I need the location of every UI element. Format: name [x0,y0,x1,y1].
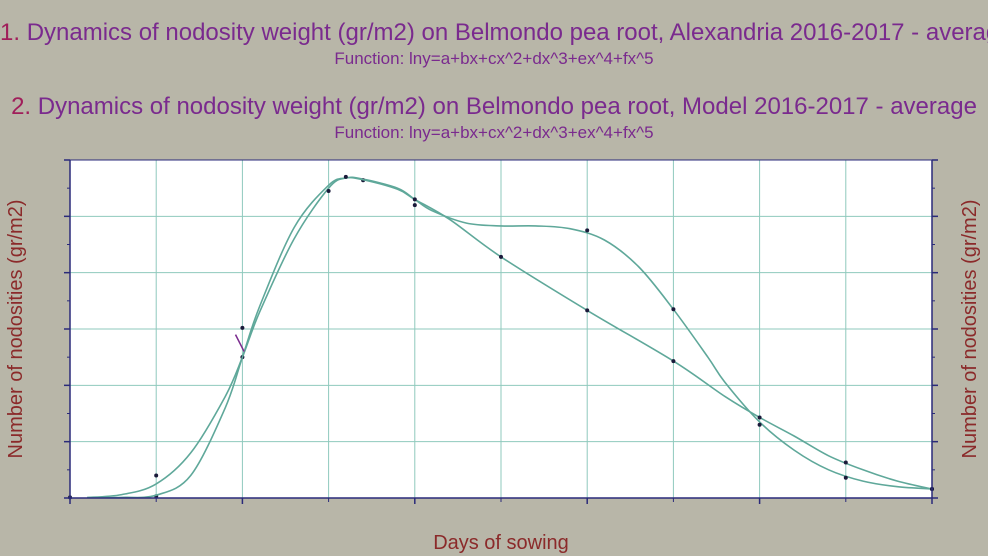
series-1-point [412,203,417,208]
series-2-point [499,254,503,259]
series-2-point [671,359,676,364]
series-2-point [154,473,159,478]
series-1-point [671,307,676,312]
title-2-function-prefix: Function: [334,123,410,142]
series-1-point [757,422,762,427]
series-1-point [843,475,848,480]
x-axis-label: Days of sowing [433,532,569,554]
y-axis-label-left: Number of nodosities (gr/m2) [5,200,27,459]
series-1-line [87,176,933,499]
title-2-function: Function: lny=a+bx+cx^2+dx^3+ex^4+fx^5 [0,122,988,144]
title-1-number: 1. [0,19,21,46]
series-1-point [585,228,590,233]
title-1-function-formula: lny=a+bx+cx^2+dx^3+ex^4+fx^5 [409,49,654,68]
title-1-text: 1. Dynamics of nodosity weight (gr/m2) o… [0,18,988,48]
series-2-point [343,174,348,179]
series-1-point [326,188,331,193]
series-2-point [240,325,245,330]
series-2-point [412,197,417,202]
title-1-function-prefix: Function: [334,49,410,68]
title-2-function-formula: lny=a+bx+cx^2+dx^3+ex^4+fx^5 [409,123,654,142]
annotation-1-leader [234,334,245,352]
title-2-main: Dynamics of nodosity weight (gr/m2) on B… [37,93,977,120]
series-2-point [843,460,848,465]
title-2-number: 2. [11,93,32,120]
chart-title-2: 2. Dynamics of nodosity weight (gr/m2) o… [0,92,988,144]
series-2-point [757,415,762,420]
title-1-function: Function: lny=a+bx+cx^2+dx^3+ex^4+fx^5 [0,48,988,70]
grid [70,160,932,498]
title-1-main: Dynamics of nodosity weight (gr/m2) on B… [26,19,988,46]
chart-title-1: 1. Dynamics of nodosity weight (gr/m2) o… [0,18,988,70]
axes [64,159,938,504]
title-2-text: 2. Dynamics of nodosity weight (gr/m2) o… [0,92,988,122]
series-2-point [585,308,590,313]
series-2-line [87,176,933,499]
y-axis-label-right: Number of nodosities (gr/m2) [959,200,981,459]
series-group [68,174,934,500]
